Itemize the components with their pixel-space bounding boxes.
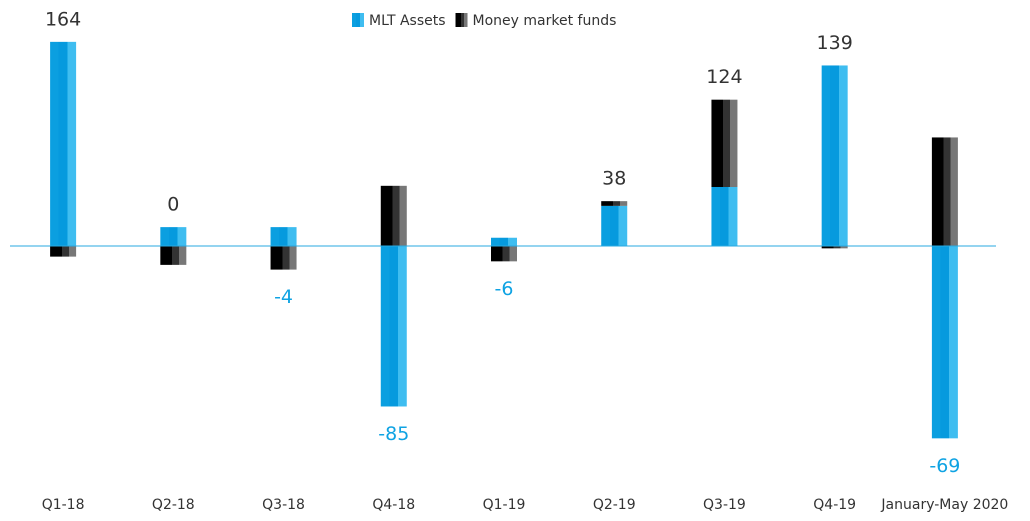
total-label: 139 <box>817 32 853 54</box>
legend-label: MLT Assets <box>369 13 446 29</box>
x-tick-label: Q1-19 <box>483 497 526 513</box>
bar-segment <box>380 246 407 407</box>
x-tick-label: Q2-18 <box>152 497 195 513</box>
total-label: -85 <box>378 423 409 445</box>
x-tick-label: Q4-18 <box>372 497 415 513</box>
bar-segment <box>270 246 297 270</box>
x-tick-label: January-May 2020 <box>880 497 1008 513</box>
x-tick-label: Q4-19 <box>813 497 856 513</box>
x-tick-label: Q2-19 <box>593 497 636 513</box>
bar-segment <box>711 99 738 187</box>
x-tick-label: Q3-19 <box>703 497 746 513</box>
bar-segment <box>601 205 628 246</box>
total-label: -4 <box>274 286 293 308</box>
x-tick-label: Q3-18 <box>262 497 305 513</box>
bar-segment <box>491 246 517 262</box>
bar-segment <box>160 227 187 246</box>
total-label: 0 <box>167 194 179 216</box>
legend-label: Money market funds <box>473 13 617 29</box>
total-label: 124 <box>706 66 742 88</box>
total-label: 164 <box>45 8 81 30</box>
bar-segment <box>931 246 958 439</box>
bar-segment <box>50 246 77 257</box>
bar-segment <box>821 246 848 249</box>
total-label: 38 <box>602 168 626 190</box>
bar-segment <box>160 246 187 265</box>
total-label: -69 <box>929 455 960 477</box>
bar-segment <box>50 41 77 246</box>
bar-segment <box>711 187 738 246</box>
legend-swatch <box>455 13 468 27</box>
bar-segment <box>821 65 848 247</box>
total-label: -6 <box>495 278 514 300</box>
bar-segment <box>270 227 297 246</box>
legend-swatch <box>352 13 364 27</box>
bar-segment <box>380 185 407 246</box>
bar-segment <box>931 137 958 246</box>
x-tick-label: Q1-18 <box>42 497 85 513</box>
bar-segment <box>601 201 628 206</box>
bar-segment <box>491 237 517 246</box>
